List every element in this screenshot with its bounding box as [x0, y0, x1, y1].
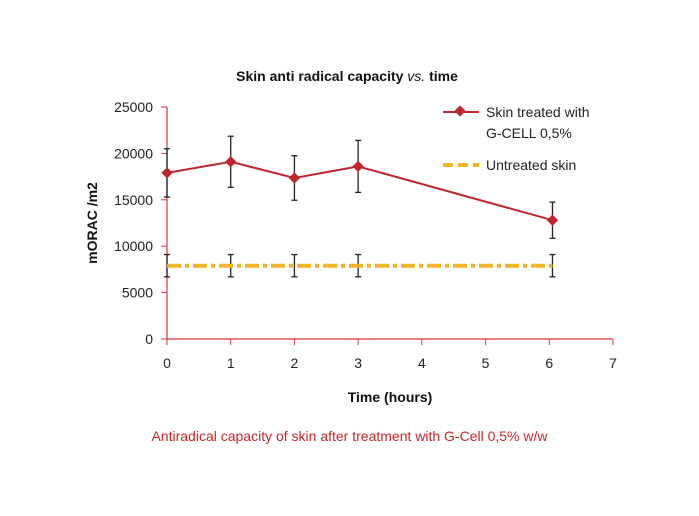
legend-diamond-icon	[454, 105, 466, 117]
y-tick-label: 25000	[114, 99, 153, 115]
x-tick-label: 4	[418, 355, 426, 371]
data-point	[352, 160, 364, 173]
x-tick-label: 6	[545, 355, 553, 371]
x-tick-label: 3	[354, 355, 362, 371]
data-point	[288, 172, 301, 184]
legend-label-untreated: Untreated skin	[486, 157, 576, 173]
data-point	[546, 214, 559, 226]
y-tick-label: 0	[145, 331, 153, 347]
legend: Skin treated with G-CELL 0,5% Untreated …	[443, 104, 590, 173]
series-layer	[161, 135, 559, 278]
figure-caption: Antiradical capacity of skin after treat…	[151, 428, 548, 444]
y-tick-label: 5000	[122, 285, 153, 301]
legend-label-treated-2: G-CELL 0,5%	[486, 125, 572, 141]
legend-label-treated-1: Skin treated with	[486, 104, 590, 120]
series-treated	[161, 135, 559, 239]
x-tick-label: 0	[163, 355, 171, 371]
axes: 0 5000 10000 15000 20000 25000 0 1 2 3 4 5 6 7	[114, 99, 617, 371]
x-tick-label: 1	[227, 355, 235, 371]
y-tick-label: 20000	[114, 145, 153, 161]
x-tick-label: 2	[291, 355, 299, 371]
data-point	[161, 167, 173, 179]
x-tick-label: 5	[482, 355, 490, 371]
data-point	[225, 156, 237, 168]
chart-title: Skin anti radical capacity vs. time	[236, 68, 458, 84]
y-tick-label: 10000	[114, 238, 153, 254]
y-axis-label: mORAC /m2	[84, 182, 100, 264]
x-tick-label: 7	[609, 355, 617, 371]
y-tick-label: 15000	[114, 192, 153, 208]
series-untreated	[164, 253, 556, 278]
x-axis-label: Time (hours)	[348, 389, 433, 405]
